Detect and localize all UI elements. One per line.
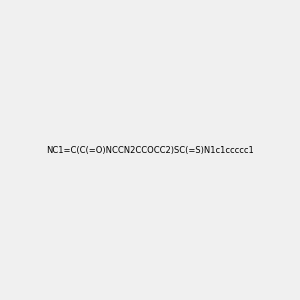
Text: NC1=C(C(=O)NCCN2CCOCC2)SC(=S)N1c1ccccc1: NC1=C(C(=O)NCCN2CCOCC2)SC(=S)N1c1ccccc1: [46, 146, 254, 154]
